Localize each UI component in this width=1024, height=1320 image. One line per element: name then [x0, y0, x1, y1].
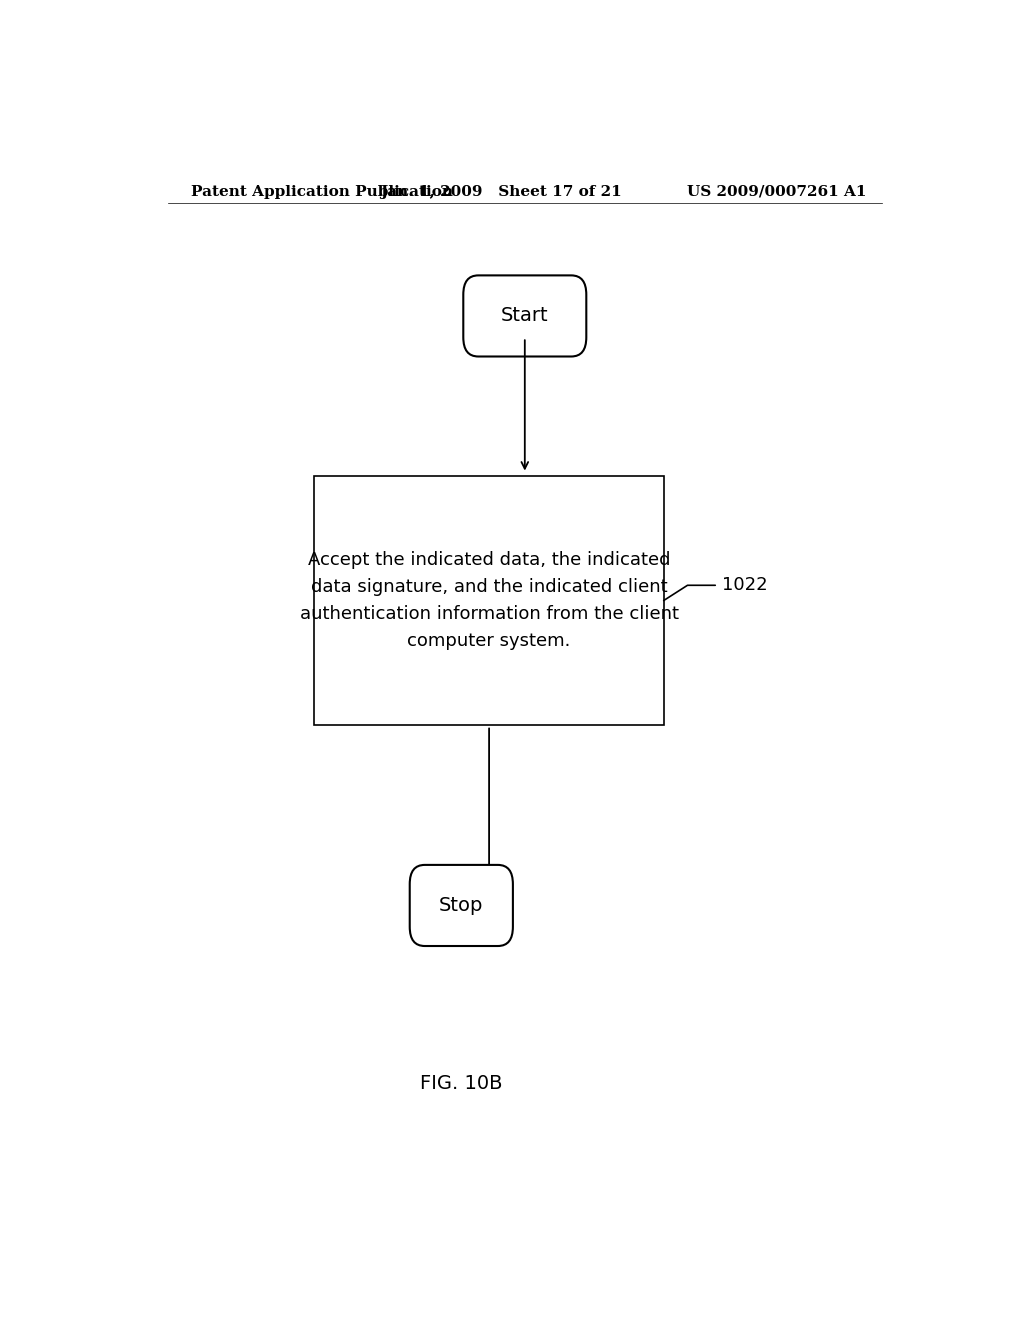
Bar: [314, 477, 664, 725]
Text: Patent Application Publication: Patent Application Publication: [191, 185, 454, 199]
Text: 1022: 1022: [722, 577, 767, 594]
Text: Stop: Stop: [439, 896, 483, 915]
Text: FIG. 10B: FIG. 10B: [420, 1074, 503, 1093]
FancyBboxPatch shape: [410, 865, 513, 946]
Text: Accept the indicated data, the indicated
data signature, and the indicated clien: Accept the indicated data, the indicated…: [300, 550, 679, 651]
FancyBboxPatch shape: [463, 276, 587, 356]
Text: Start: Start: [501, 306, 549, 326]
Text: US 2009/0007261 A1: US 2009/0007261 A1: [686, 185, 866, 199]
Text: Jan. 1, 2009   Sheet 17 of 21: Jan. 1, 2009 Sheet 17 of 21: [380, 185, 622, 199]
